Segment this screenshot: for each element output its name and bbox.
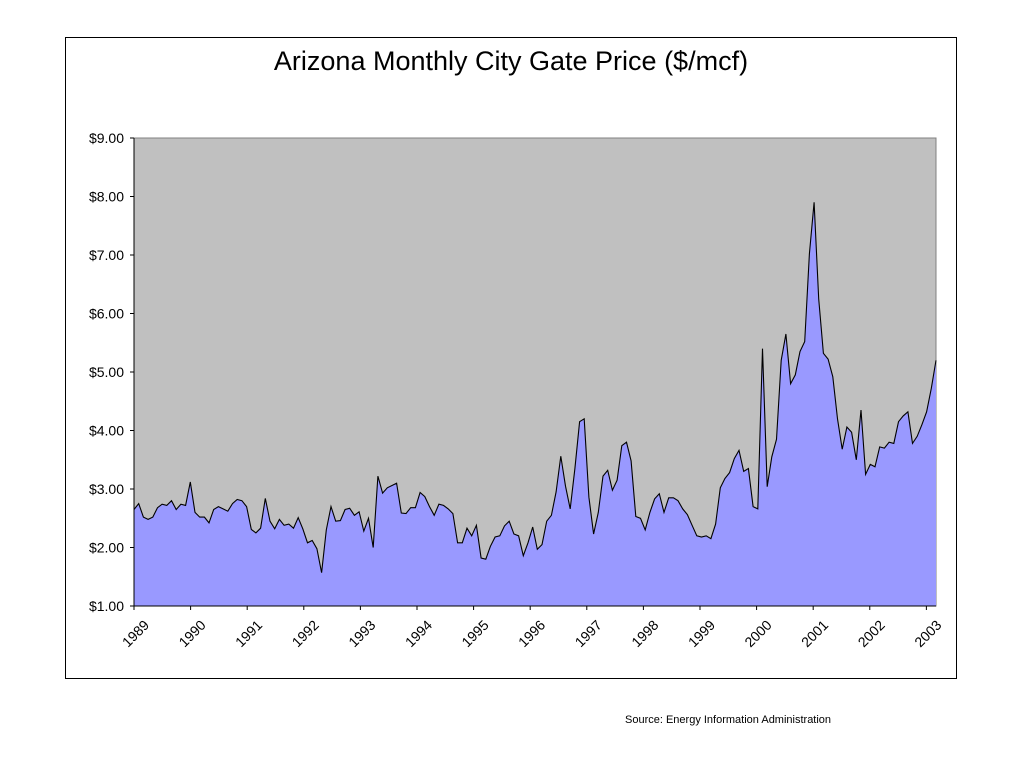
x-tick-label: 1991 [232,617,265,650]
x-tick-label: 1999 [685,617,718,650]
x-axis: 1989 1990 1991 1992 1993 1994 1995 1996 1997 1998… [119,605,945,650]
y-tick-label: $1.00 [89,598,124,614]
chart-title: Arizona Monthly City Gate Price ($/mcf) [273,46,749,76]
x-tick-label: 1996 [515,617,548,650]
y-tick-label: $9.00 [89,130,124,146]
x-tick-label: 1994 [402,617,435,650]
area-chart: $1.00 $2.00 $3.00 $4.00 $5.00 $6.00 $7.00 $8.00… [89,130,945,650]
chart-frame: Arizona Monthly City Gate Price ($/mcf) … [65,37,957,679]
x-tick-label: 1989 [119,617,152,650]
y-tick-label: $6.00 [89,306,124,322]
x-tick-label: 1995 [458,617,491,650]
price-line [133,202,937,573]
x-tick-label: 2002 [855,617,888,650]
y-tick-label: $3.00 [89,481,124,497]
x-tick-label: 2003 [911,617,944,650]
y-tick-label: $4.00 [89,423,124,439]
y-tick-label: $2.00 [89,540,124,556]
price-area [134,202,936,607]
y-tick-label: $5.00 [89,364,124,380]
x-tick-label: 1997 [572,617,605,650]
x-tick-label: 1998 [628,617,661,650]
x-tick-label: 1992 [289,617,322,650]
x-tick-label: 2001 [798,617,831,650]
y-tick-label: $7.00 [89,247,124,263]
x-tick-label: 1993 [345,617,378,650]
y-axis: $1.00 $2.00 $3.00 $4.00 $5.00 $6.00 $7.00 $8.00… [89,130,135,614]
y-tick-label: $8.00 [89,189,124,205]
source-note: Source: Energy Information Administratio… [625,714,832,726]
x-tick-label: 2000 [741,617,774,650]
x-tick-label: 1990 [175,617,208,650]
